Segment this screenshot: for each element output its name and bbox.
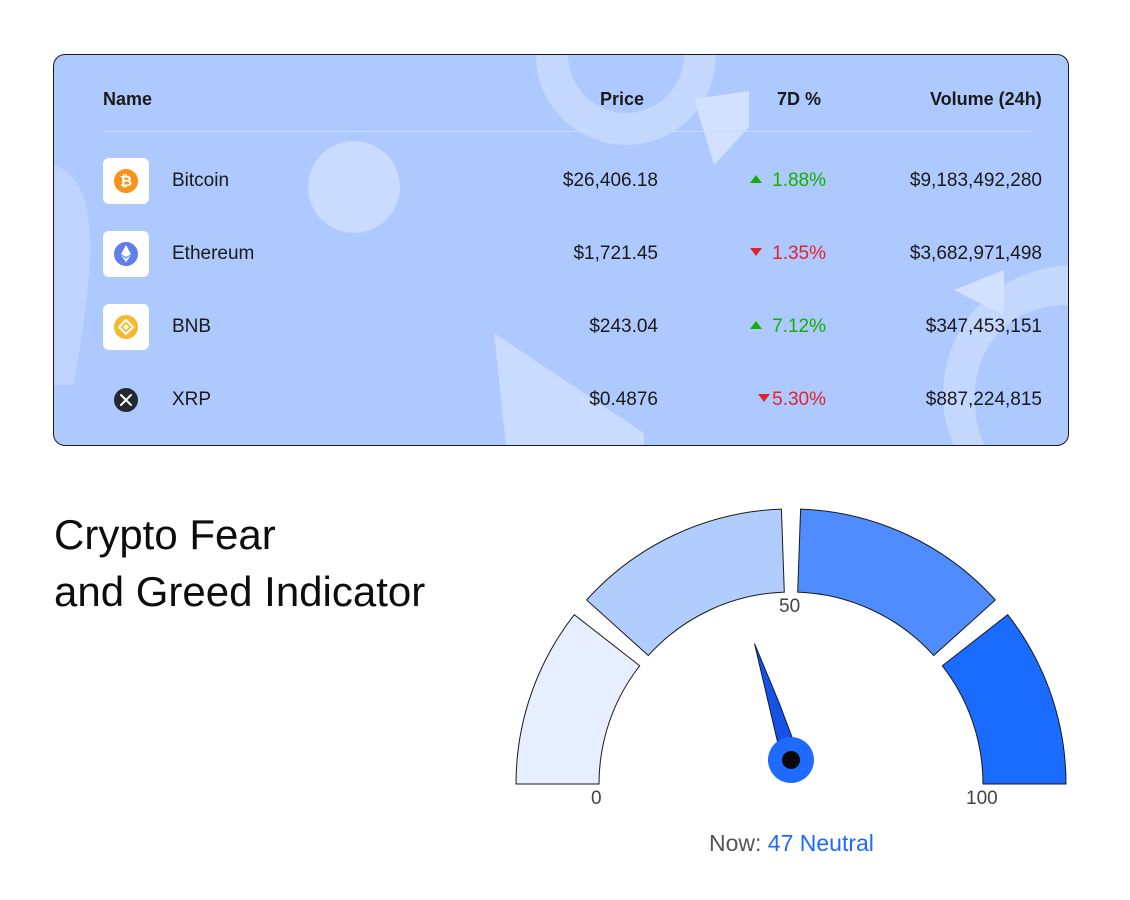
header-price[interactable]: Price (600, 89, 645, 109)
header-volume[interactable]: Volume (24h) (930, 89, 1042, 109)
coin-price: $26,406.18 (562, 170, 658, 191)
gauge-label-min: 0 (591, 788, 602, 809)
coin-volume: $3,682,971,498 (909, 243, 1042, 264)
gauge-segment-extreme-greed (941, 613, 1067, 785)
coin-price: $1,721.45 (573, 243, 658, 264)
up-arrow-icon (750, 174, 763, 183)
coin-volume: $347,453,151 (925, 316, 1042, 337)
table-row-bitcoin[interactable]: ₿ Bitcoin $26,406.18 1.88% $9,183,492,28… (54, 158, 1068, 204)
coin-volume: $9,183,492,280 (909, 170, 1042, 191)
coin-logo-box (103, 231, 149, 277)
gauge-segments (515, 508, 1067, 785)
gauge-label-mid: 50 (779, 596, 801, 617)
coin-logo-box: ₿ (103, 158, 149, 204)
down-arrow-icon (758, 393, 771, 402)
gauge-label-max: 100 (966, 788, 998, 809)
needle-hub-center (782, 751, 800, 769)
crypto-table-card: Name Price 7D % Volume (24h) ₿ Bitcoin $… (53, 54, 1069, 446)
coin-change: 1.88% (750, 170, 826, 192)
change-value: 1.88% (772, 170, 826, 191)
decorative-background (54, 55, 1068, 445)
fear-greed-gauge (515, 508, 1067, 785)
xrp-icon (114, 388, 138, 412)
gauge-needle (754, 643, 814, 783)
header-divider (104, 131, 1030, 132)
gauge-segment-greed (797, 508, 997, 657)
indicator-title-line-1: Crypto Fear (54, 511, 276, 558)
gauge-segment-fear (585, 508, 785, 657)
down-arrow-icon (750, 247, 763, 256)
coin-price: $0.4876 (589, 389, 658, 410)
gauge-segment-extreme-fear (515, 613, 641, 785)
current-reading: Now: 47 Neutral (709, 830, 874, 857)
coin-change: 1.35% (750, 243, 826, 265)
bitcoin-icon: ₿ (114, 169, 138, 193)
change-value: 1.35% (772, 243, 826, 264)
current-reading-label: Now: (709, 830, 762, 856)
bnb-icon (114, 315, 138, 339)
coin-price: $243.04 (589, 316, 658, 337)
coin-logo-box (103, 304, 149, 350)
coin-name: Ethereum (172, 243, 255, 264)
coin-name: XRP (172, 389, 212, 410)
table-row-ethereum[interactable]: Ethereum $1,721.45 1.35% $3,682,971,498 (54, 231, 1068, 277)
indicator-title: Crypto Fear and Greed Indicator (54, 506, 425, 620)
coin-change: 7.12% (750, 316, 826, 338)
current-reading-value: 47 Neutral (767, 830, 874, 856)
change-value: 7.12% (772, 316, 826, 337)
table-row-bnb[interactable]: BNB $243.04 7.12% $347,453,151 (54, 304, 1068, 350)
coin-volume: $887,224,815 (925, 389, 1042, 410)
table-row-xrp[interactable]: XRP $0.4876 5.30% $887,224,815 (54, 377, 1068, 423)
header-7d-change[interactable]: 7D % (777, 89, 822, 109)
coin-logo-box (103, 377, 149, 423)
change-value: 5.30% (772, 389, 826, 410)
header-name[interactable]: Name (103, 89, 153, 109)
coin-name: BNB (172, 316, 212, 337)
coin-change: 5.30% (758, 389, 826, 411)
ethereum-icon (114, 242, 138, 266)
indicator-title-line-2: and Greed Indicator (54, 568, 426, 615)
svg-text:₿: ₿ (120, 172, 132, 190)
coin-name: Bitcoin (172, 170, 230, 191)
up-arrow-icon (750, 320, 763, 329)
